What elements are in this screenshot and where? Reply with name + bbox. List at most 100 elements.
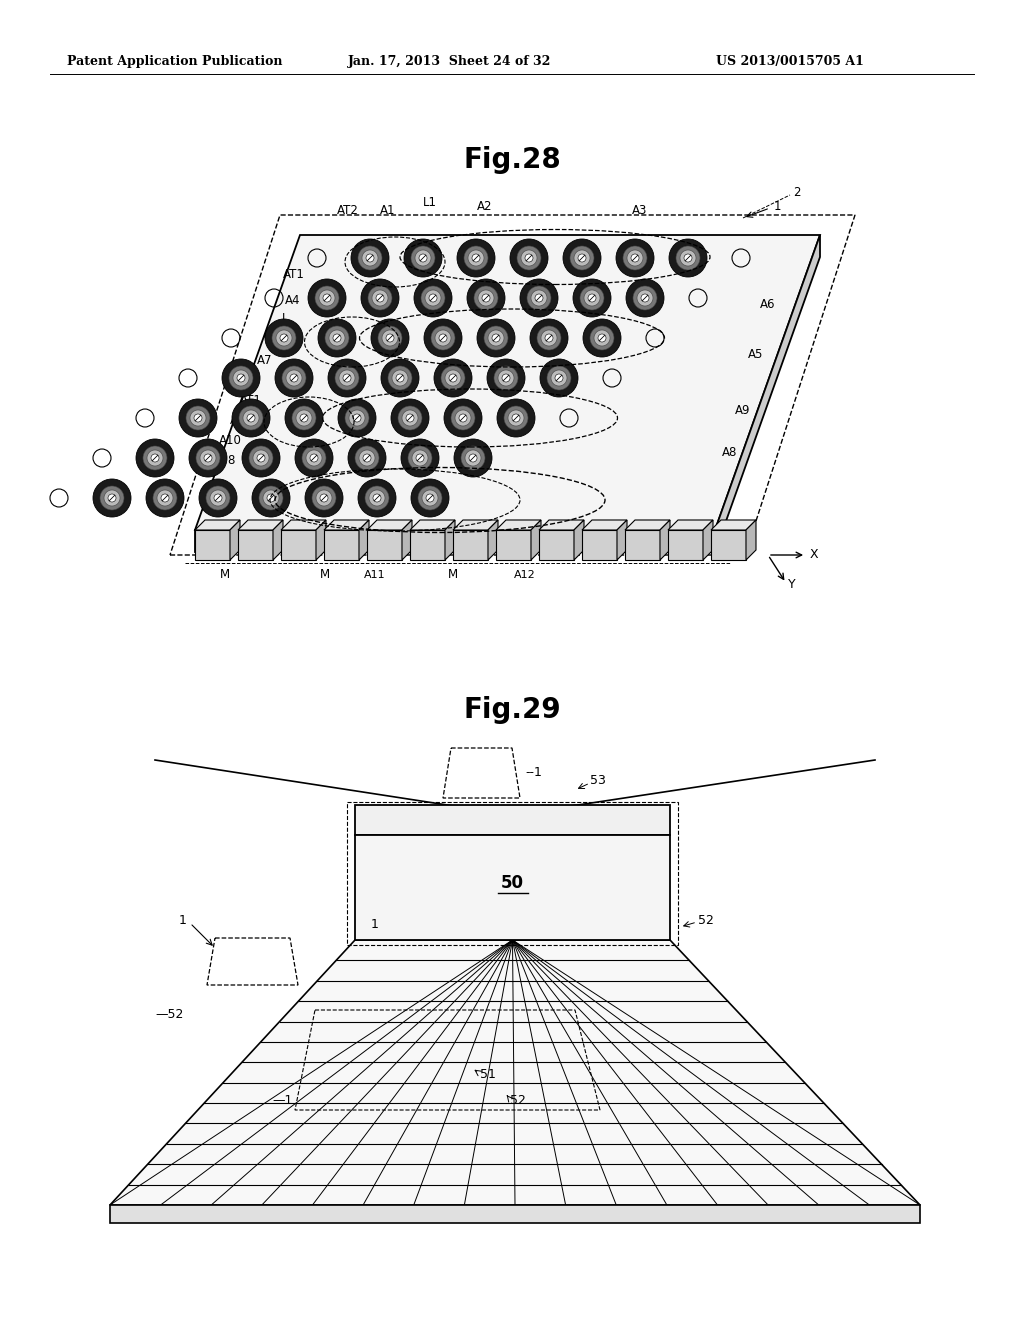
Circle shape <box>319 290 335 306</box>
Circle shape <box>467 279 505 317</box>
Text: 51: 51 <box>480 1068 496 1081</box>
Text: A6: A6 <box>760 298 775 312</box>
Circle shape <box>669 239 707 277</box>
Circle shape <box>253 450 269 466</box>
Circle shape <box>349 411 365 426</box>
Polygon shape <box>746 520 756 560</box>
Circle shape <box>259 486 283 510</box>
Circle shape <box>464 246 488 271</box>
Circle shape <box>362 249 378 267</box>
Circle shape <box>541 330 557 346</box>
Circle shape <box>339 370 355 385</box>
Circle shape <box>272 326 296 350</box>
Text: A9: A9 <box>735 404 751 417</box>
Circle shape <box>492 334 500 342</box>
Text: 53: 53 <box>590 774 606 787</box>
Polygon shape <box>453 520 498 531</box>
Text: X: X <box>810 549 818 561</box>
Circle shape <box>527 286 551 310</box>
Polygon shape <box>281 520 326 531</box>
Circle shape <box>147 450 163 466</box>
Circle shape <box>474 286 498 310</box>
Circle shape <box>530 319 568 356</box>
Circle shape <box>194 414 202 422</box>
Text: A7: A7 <box>256 354 272 367</box>
Polygon shape <box>445 520 455 560</box>
Circle shape <box>520 279 558 317</box>
Circle shape <box>623 246 647 271</box>
Circle shape <box>286 370 302 385</box>
Polygon shape <box>668 520 713 531</box>
Circle shape <box>388 366 412 389</box>
Circle shape <box>365 486 389 510</box>
Text: —1: —1 <box>272 1093 293 1106</box>
Circle shape <box>477 319 515 356</box>
Polygon shape <box>660 520 670 560</box>
Polygon shape <box>367 531 402 560</box>
Circle shape <box>315 286 339 310</box>
Circle shape <box>229 366 253 389</box>
Text: M: M <box>319 569 330 582</box>
Circle shape <box>378 326 402 350</box>
Circle shape <box>411 479 449 517</box>
Circle shape <box>545 334 553 342</box>
Polygon shape <box>410 531 445 560</box>
Polygon shape <box>582 531 617 560</box>
Circle shape <box>104 490 120 506</box>
Circle shape <box>451 407 475 430</box>
Polygon shape <box>195 531 230 560</box>
Circle shape <box>525 253 534 261</box>
Circle shape <box>335 366 359 389</box>
Circle shape <box>186 407 210 430</box>
Circle shape <box>338 399 376 437</box>
Circle shape <box>484 326 508 350</box>
Text: 52: 52 <box>510 1093 526 1106</box>
Circle shape <box>626 279 664 317</box>
Circle shape <box>598 334 606 342</box>
Circle shape <box>498 370 514 385</box>
Circle shape <box>508 411 524 426</box>
Circle shape <box>189 440 227 477</box>
Circle shape <box>237 374 245 381</box>
Text: AT1: AT1 <box>240 393 262 407</box>
Circle shape <box>435 330 451 346</box>
Circle shape <box>578 253 586 261</box>
Circle shape <box>275 359 313 397</box>
Circle shape <box>641 294 649 302</box>
Circle shape <box>445 370 461 385</box>
Circle shape <box>295 440 333 477</box>
Circle shape <box>305 479 343 517</box>
Circle shape <box>512 414 520 422</box>
Text: A2: A2 <box>477 201 493 214</box>
Polygon shape <box>496 531 531 560</box>
Polygon shape <box>715 235 820 552</box>
Circle shape <box>265 319 303 356</box>
Circle shape <box>210 490 226 506</box>
Circle shape <box>372 290 388 306</box>
Polygon shape <box>539 531 574 560</box>
Circle shape <box>348 440 386 477</box>
Circle shape <box>680 249 696 267</box>
Circle shape <box>381 359 419 397</box>
Circle shape <box>444 399 482 437</box>
Circle shape <box>406 414 414 422</box>
Circle shape <box>222 359 260 397</box>
Circle shape <box>535 294 543 302</box>
Circle shape <box>457 239 495 277</box>
Circle shape <box>411 246 435 271</box>
Circle shape <box>421 286 445 310</box>
Text: L1: L1 <box>423 197 437 210</box>
Text: A5: A5 <box>748 348 763 362</box>
Circle shape <box>296 411 312 426</box>
Circle shape <box>318 319 356 356</box>
Polygon shape <box>582 520 627 531</box>
Polygon shape <box>316 520 326 560</box>
Circle shape <box>362 454 371 462</box>
Text: A12: A12 <box>514 570 536 579</box>
Text: AT2: AT2 <box>263 329 285 342</box>
Circle shape <box>425 290 441 306</box>
Circle shape <box>200 450 216 466</box>
Circle shape <box>243 411 259 426</box>
Circle shape <box>531 290 547 306</box>
Circle shape <box>247 414 255 422</box>
